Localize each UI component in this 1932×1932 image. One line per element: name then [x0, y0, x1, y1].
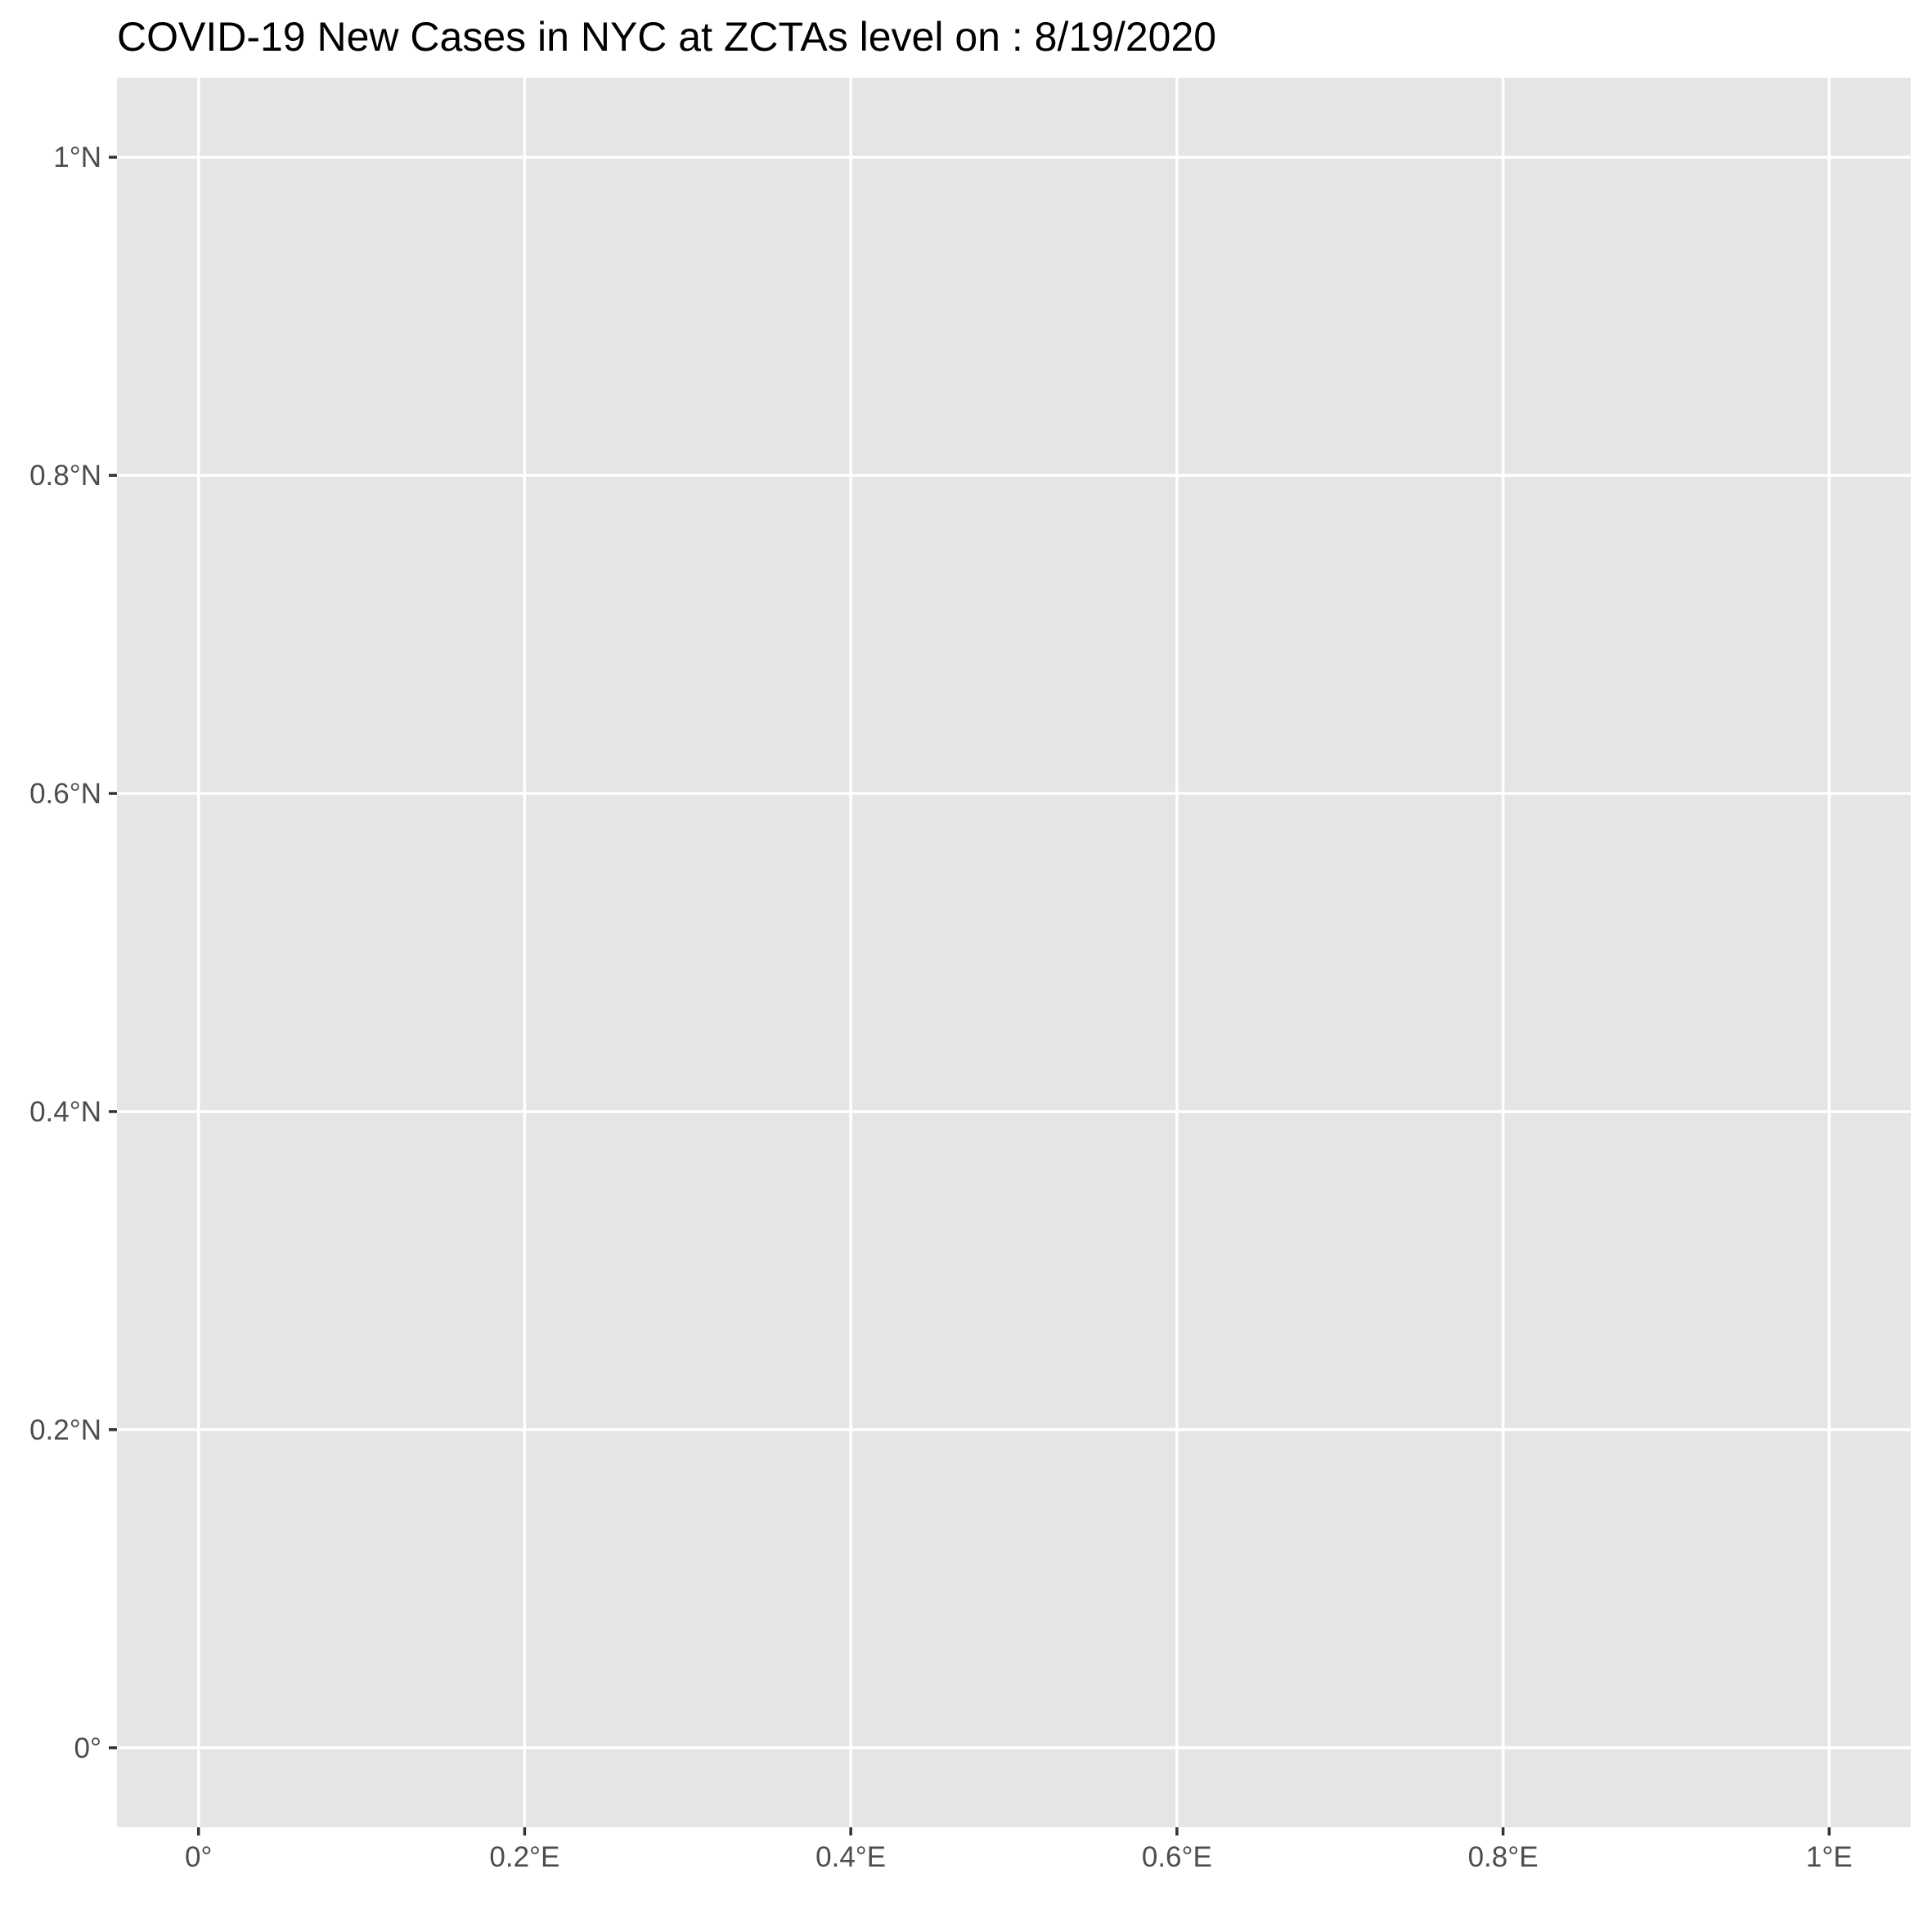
y-tick-label-2: 0.4°N	[29, 1096, 101, 1128]
x-tick-label-1: 0.2°E	[489, 1841, 559, 1873]
x-tick-label-2: 0.4°E	[815, 1841, 886, 1873]
y-tick-label-3: 0.6°N	[29, 778, 101, 810]
y-tick-label-0: 0°	[74, 1732, 101, 1764]
plot-panel	[117, 78, 1911, 1827]
x-tick-label-5: 1°E	[1806, 1841, 1853, 1873]
x-tick-label-3: 0.6°E	[1142, 1841, 1212, 1873]
y-axis: 0° 0.2°N 0.4°N 0.6°N 0.8°N 1°N	[29, 142, 117, 1764]
y-tick-label-1: 0.2°N	[29, 1414, 101, 1446]
x-axis: 0° 0.2°E 0.4°E 0.6°E 0.8°E 1°E	[185, 1827, 1853, 1873]
y-tick-label-4: 0.8°N	[29, 460, 101, 492]
x-tick-label-4: 0.8°E	[1468, 1841, 1539, 1873]
y-tick-label-5: 1°N	[53, 142, 101, 173]
x-tick-label-0: 0°	[185, 1841, 212, 1873]
grid-lines	[117, 78, 1911, 1827]
chart-title: COVID-19 New Cases in NYC at ZCTAs level…	[117, 14, 1217, 60]
